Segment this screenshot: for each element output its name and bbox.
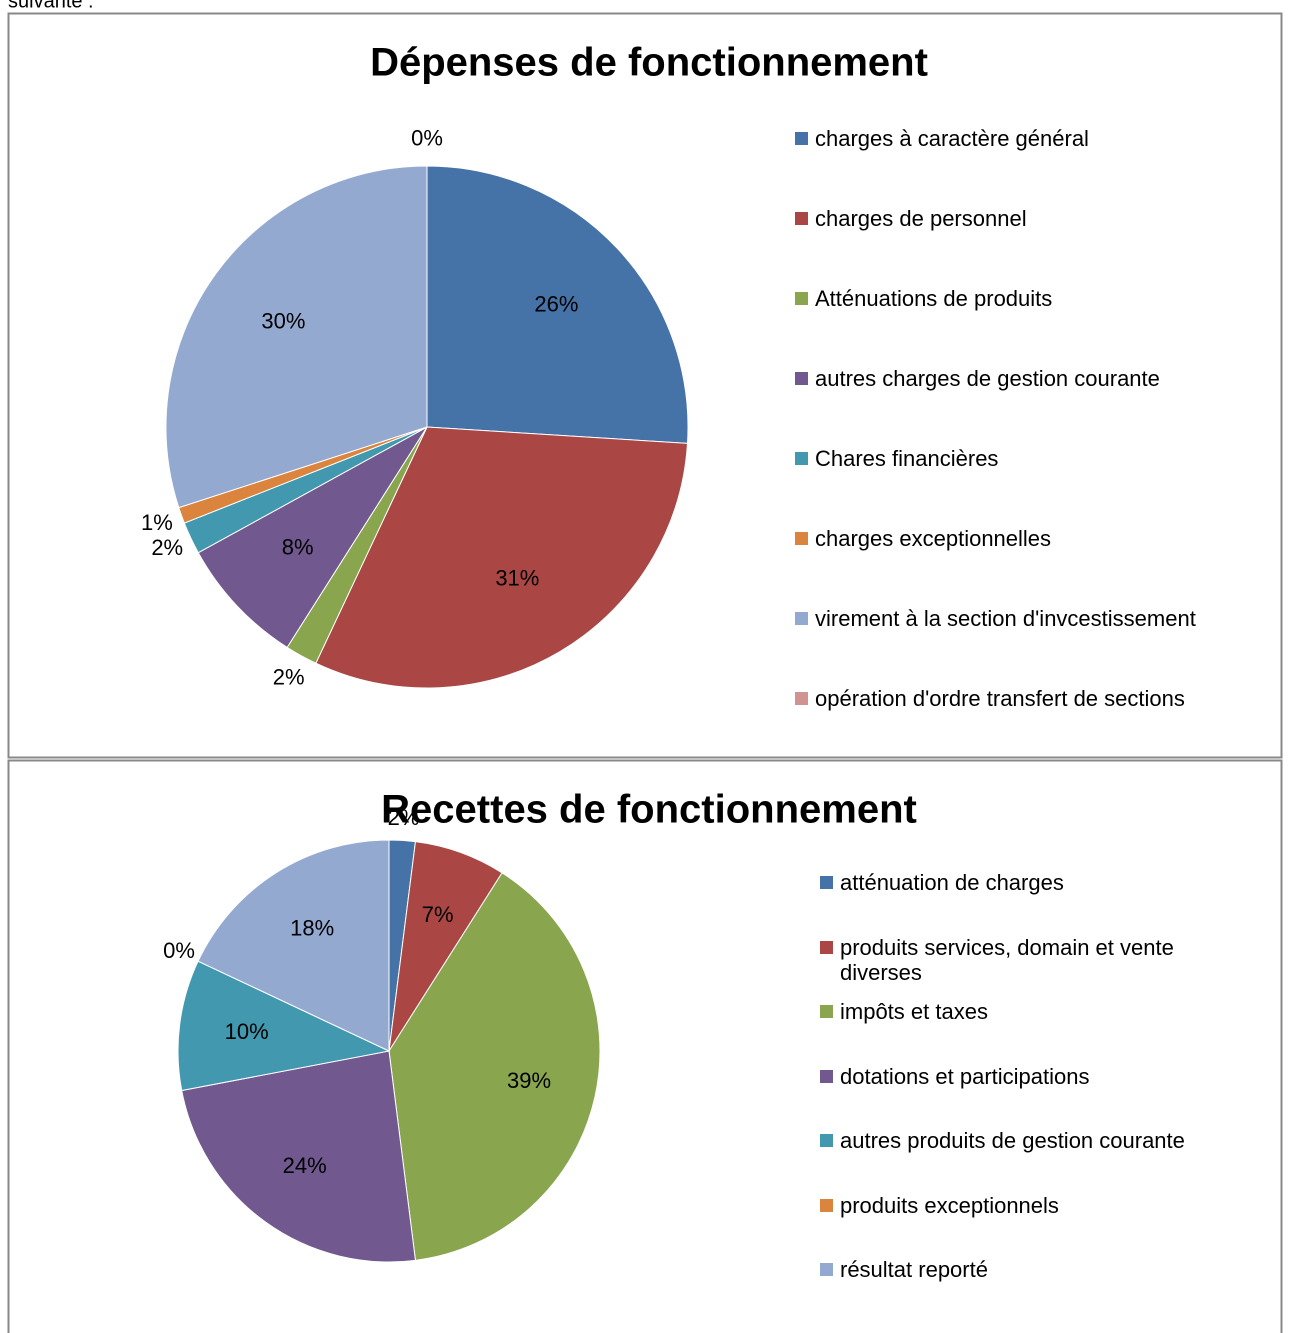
- legend-entry: résultat reporté: [820, 1257, 1220, 1282]
- legend-entry: charges de personnel: [795, 206, 1265, 231]
- legend-entry: Chares financières: [795, 446, 1265, 471]
- legend-label: Atténuations de produits: [815, 286, 1053, 311]
- data-label: 30%: [261, 308, 305, 333]
- pie-slice: [181, 1050, 417, 1263]
- legend-entry: opération d'ordre transfert de sections: [795, 686, 1265, 711]
- legend-swatch: [820, 1005, 833, 1018]
- data-label: 0%: [411, 126, 443, 151]
- legend-swatch: [795, 612, 808, 625]
- data-label: 24%: [283, 1153, 327, 1178]
- legend-label: virement à la section d'invcestissement: [815, 606, 1196, 631]
- pie-slice: [388, 872, 601, 1261]
- legend-entry: impôts et taxes: [820, 999, 1220, 1024]
- legend-label: produits exceptionnels: [840, 1192, 1059, 1218]
- intro-text: suivante :: [8, 0, 94, 12]
- legend-swatch: [820, 1134, 833, 1147]
- legend-swatch: [820, 1263, 833, 1276]
- legend-label: impôts et taxes: [840, 999, 988, 1024]
- legend-entry: virement à la section d'invcestissement: [795, 606, 1265, 631]
- data-label: 2%: [273, 664, 305, 689]
- data-label: 8%: [282, 534, 314, 559]
- data-label: 7%: [422, 902, 454, 927]
- data-label: 39%: [507, 1068, 551, 1093]
- pie-slice: [197, 426, 428, 649]
- data-label: 26%: [534, 291, 578, 316]
- legend-label: dotations et participations: [840, 1063, 1090, 1089]
- pie-slice: [197, 839, 390, 1052]
- pie-slice: [315, 426, 689, 689]
- legend-swatch: [795, 292, 808, 305]
- pie-slice: [177, 960, 391, 1092]
- legend-swatch: [795, 132, 808, 145]
- legend-entry: autres charges de gestion courante: [795, 366, 1265, 391]
- legend-label: opération d'ordre transfert de sections: [815, 686, 1185, 711]
- legend-swatch: [795, 532, 808, 545]
- legend-label: autres produits de gestion courante: [840, 1128, 1185, 1153]
- legend-label: Chares financières: [815, 446, 999, 471]
- legend-entry: Atténuations de produits: [795, 286, 1265, 311]
- legend-label: charges exceptionnelles: [815, 526, 1052, 551]
- legend-entry: produits services, domain et vente diver…: [820, 935, 1220, 985]
- data-label: 2%: [388, 805, 420, 830]
- data-label: 18%: [290, 916, 334, 941]
- legend-swatch: [820, 1069, 833, 1083]
- data-label: 2%: [151, 535, 183, 560]
- legend-label: charges à caractère général: [815, 126, 1089, 151]
- chart-title: Dépenses de fonctionnement: [370, 41, 928, 85]
- legend-label: charges de personnel: [815, 206, 1027, 231]
- chart-frame: [7, 759, 1283, 1333]
- legend-swatch: [795, 692, 808, 705]
- legend-swatch: [820, 876, 833, 889]
- pie-slice: [426, 165, 689, 444]
- legend-swatch: [795, 452, 808, 465]
- legend-label: résultat reporté: [840, 1257, 988, 1282]
- chart-title: Recettes de fonctionnement: [381, 788, 917, 832]
- legend-entry: produits exceptionnels: [820, 1193, 1220, 1218]
- pie-slice: [165, 165, 428, 509]
- legend-swatch: [795, 372, 808, 385]
- data-label: 31%: [495, 566, 539, 591]
- legend-swatch: [795, 212, 808, 225]
- data-label: 10%: [225, 1019, 269, 1044]
- legend-entry: dotations et participations: [820, 1064, 1220, 1089]
- legend-entry: atténuation de charges: [820, 870, 1220, 895]
- legend-label: produits services, domain et vente diver…: [840, 934, 1174, 985]
- legend-entry: autres produits de gestion courante: [820, 1128, 1220, 1153]
- legend-label: autres charges de gestion courante: [815, 366, 1160, 391]
- data-label: 0%: [163, 938, 195, 963]
- legend-swatch: [820, 940, 833, 954]
- legend-swatch: [820, 1198, 833, 1212]
- legend-entry: charges à caractère général: [795, 126, 1265, 151]
- data-label: 1%: [141, 510, 173, 535]
- legend-entry: charges exceptionnelles: [795, 526, 1265, 551]
- legend-label: atténuation de charges: [840, 870, 1064, 895]
- chart-frame: [7, 12, 1283, 759]
